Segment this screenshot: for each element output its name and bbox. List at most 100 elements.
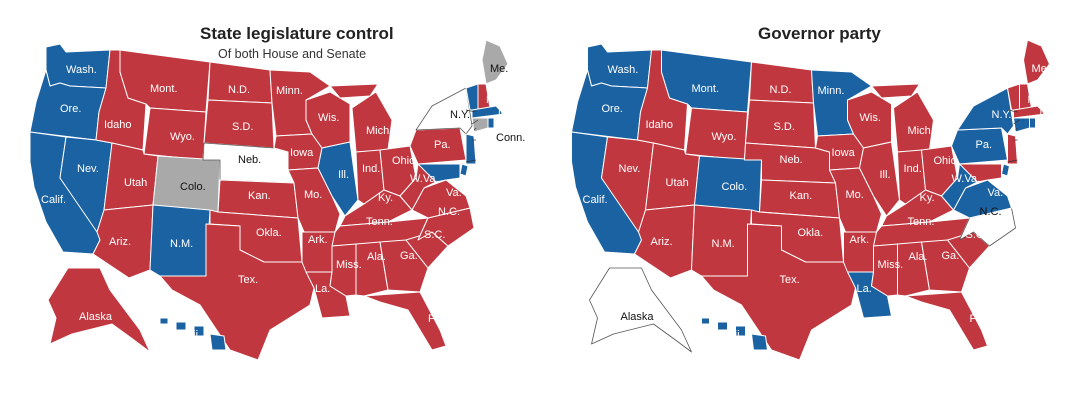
state-label-ca: Calif. [41, 194, 66, 206]
state-label-nv: Nev. [619, 163, 641, 175]
state-pa [951, 127, 1008, 165]
leader-line [471, 119, 479, 125]
state-label-hi: Hawaii [165, 329, 198, 341]
state-al [355, 241, 389, 297]
state-label-wa: Wash. [608, 64, 639, 76]
state-label-mn: Minn. [276, 85, 303, 97]
state-label-ar: Ark. [850, 234, 870, 246]
state-md [417, 163, 461, 183]
state-label-in: Ind. [362, 163, 380, 175]
state-ak [47, 267, 151, 353]
state-label-de: Del. [1022, 157, 1042, 169]
state-label-nj: N.J. [1022, 146, 1042, 158]
state-label-pa: Pa. [434, 139, 451, 151]
state-label-wy: Wyo. [712, 131, 737, 143]
state-label-oh: Ohio [934, 155, 957, 167]
state-label-nm: N.M. [170, 238, 193, 250]
state-nd [749, 61, 814, 104]
state-hi [701, 317, 768, 351]
state-label-id: Idaho [104, 119, 132, 131]
state-mi [329, 83, 393, 153]
state-label-mn: Minn. [818, 85, 845, 97]
state-label-ut: Utah [666, 177, 689, 189]
state-label-az: Ariz. [109, 236, 131, 248]
state-label-va: Va. [446, 187, 462, 199]
state-mi [871, 83, 934, 153]
state-me [481, 39, 509, 85]
state-label-fl: Fla. [970, 313, 988, 325]
leader-line [1007, 159, 1018, 163]
state-label-fl: Fla. [428, 313, 446, 325]
state-label-ca: Calif. [583, 194, 608, 206]
state-label-mt: Mont. [692, 83, 720, 95]
leader-line [465, 109, 477, 113]
state-label-ak: Alaska [79, 311, 113, 323]
state-label-ct: Conn. [496, 132, 525, 144]
state-label-vt: Vt. [468, 69, 481, 81]
state-md [959, 163, 1002, 183]
state-me [1023, 39, 1050, 85]
state-label-or: Ore. [602, 103, 623, 115]
state-label-al: Ala. [367, 251, 386, 263]
leader-line [1013, 119, 1020, 125]
state-label-de: Del. [480, 157, 500, 169]
state-label-ny: N.Y. [992, 109, 1012, 121]
state-label-sd: S.D. [232, 121, 253, 133]
state-label-wv: W.Va. [952, 173, 981, 185]
state-label-ia: Iowa [290, 147, 314, 159]
legislature-panel: State legislature control Of both House … [0, 0, 540, 401]
state-label-ri: R.I. [494, 121, 511, 133]
state-label-pa: Pa. [976, 139, 993, 151]
state-label-ok: Okla. [256, 227, 282, 239]
state-label-ne: Neb. [238, 154, 261, 166]
state-label-ut: Utah [124, 177, 147, 189]
state-pa [409, 127, 467, 165]
state-label-nd: N.D. [770, 84, 792, 96]
legislature-subtitle: Of both House and Senate [218, 47, 367, 61]
leader-line [1015, 127, 1018, 131]
state-label-nd: N.D. [228, 84, 250, 96]
state-label-ky: Ky. [378, 192, 393, 204]
state-label-va: Va. [988, 187, 1004, 199]
state-al [897, 241, 930, 297]
state-nd [207, 61, 273, 104]
state-nj [1007, 133, 1018, 165]
state-label-ky: Ky. [920, 192, 935, 204]
state-label-sc: S.C. [966, 229, 987, 241]
state-label-md: Md. [1022, 170, 1040, 182]
state-fl [363, 291, 447, 351]
state-label-sc: S.C. [424, 229, 445, 241]
state-label-mi: Mich. [366, 125, 392, 137]
state-label-id: Idaho [646, 119, 674, 131]
state-label-ga: Ga. [400, 250, 418, 262]
leader-line [465, 159, 477, 163]
state-label-nc: N.C. [438, 206, 460, 218]
state-fl [905, 291, 988, 351]
state-de [459, 163, 469, 177]
state-label-ne: Neb. [780, 154, 803, 166]
state-label-mi: Mich. [908, 125, 934, 137]
state-label-ct: Conn. [1038, 132, 1067, 144]
state-label-mo: Mo. [846, 189, 864, 201]
state-label-ga: Ga. [942, 250, 960, 262]
state-label-az: Ariz. [651, 236, 673, 248]
state-label-md: Md. [480, 170, 498, 182]
state-nj [465, 133, 477, 165]
state-label-ma: Mass. [498, 106, 527, 118]
state-label-wa: Wash. [66, 64, 97, 76]
state-label-ms: Miss. [878, 259, 904, 271]
state-label-ok: Okla. [798, 227, 824, 239]
legislature-map: Wash. Ore. Calif. Nev. Idaho Mont. Wyo. Utah Ari… [29, 39, 527, 361]
state-label-wy: Wyo. [170, 131, 195, 143]
state-label-tx: Tex. [238, 274, 258, 286]
state-label-nc: N.C. [980, 206, 1002, 218]
state-label-me: Me. [490, 63, 508, 75]
legislature-title: State legislature control [200, 24, 394, 43]
state-ma [1013, 105, 1046, 119]
state-label-il: Ill. [880, 169, 891, 181]
state-label-tn: Tenn. [366, 216, 393, 228]
leader-line [1007, 109, 1018, 113]
state-ny [957, 87, 1014, 135]
state-label-ny: N.Y. [450, 109, 470, 121]
state-label-nv: Nev. [77, 163, 99, 175]
